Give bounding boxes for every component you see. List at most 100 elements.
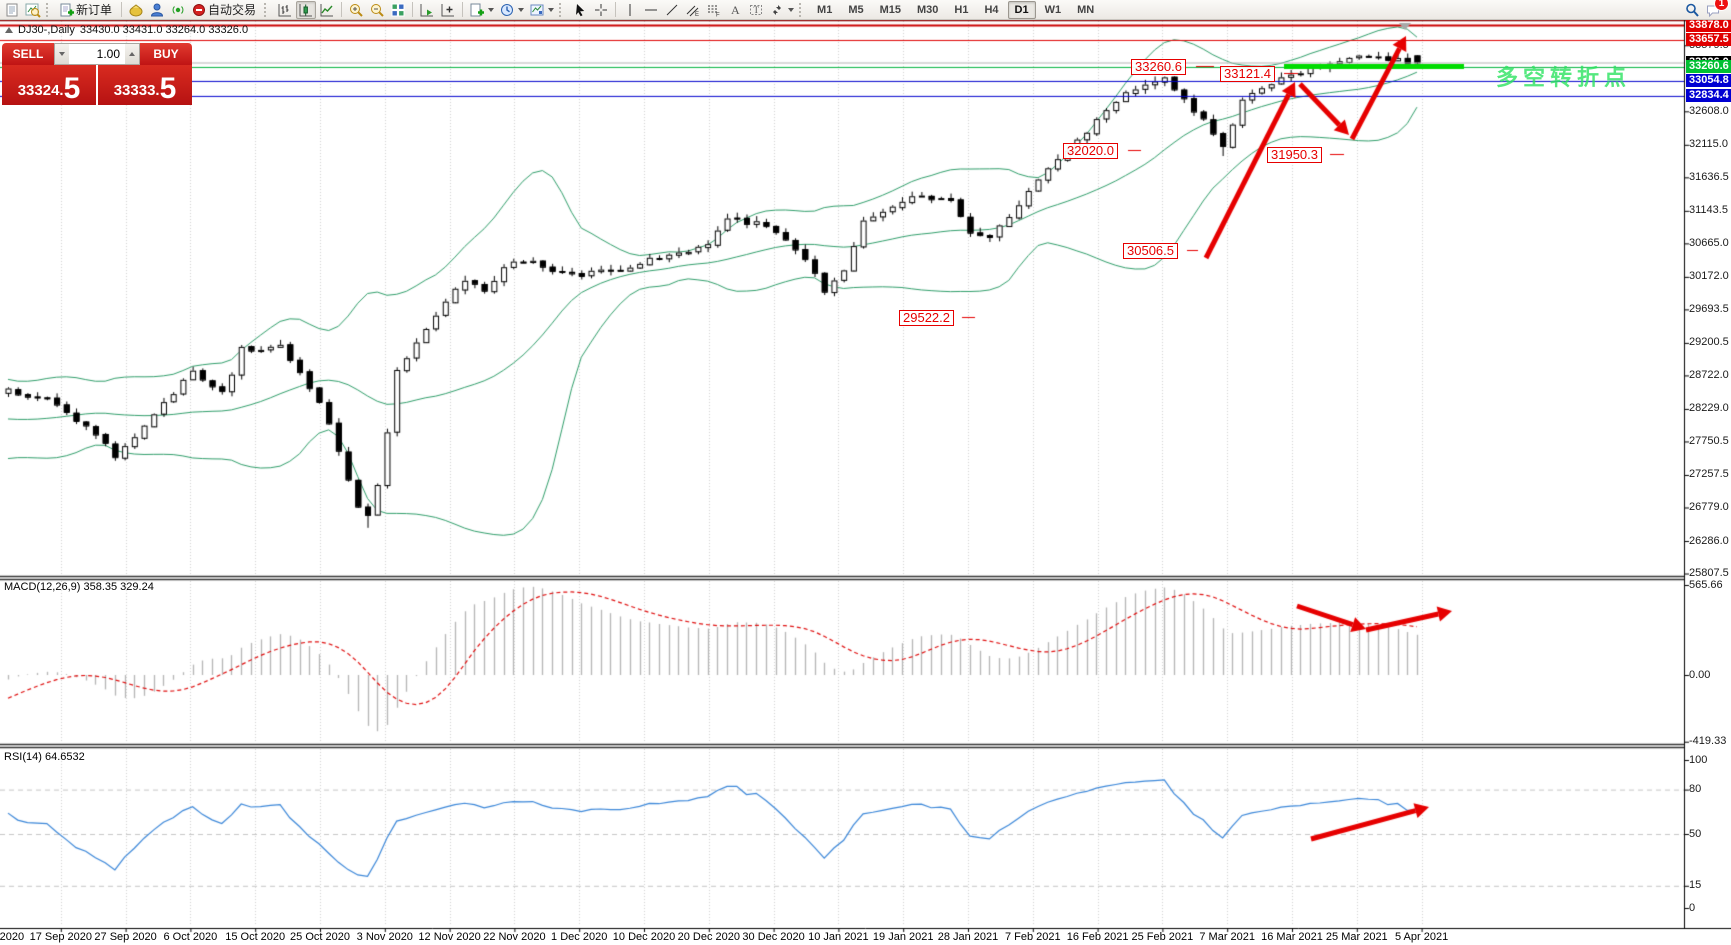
volume-increase-button[interactable]	[125, 44, 139, 64]
chart-shift-icon[interactable]	[438, 1, 458, 19]
market-watch-icon[interactable]	[23, 1, 43, 19]
buy-button[interactable]: BUY	[140, 43, 192, 65]
rsi-label: RSI(14) 64.6532	[4, 751, 85, 763]
notifications-button[interactable]: 1	[1703, 0, 1729, 19]
zoom-in-icon[interactable]	[346, 1, 366, 19]
search-icon[interactable]	[1682, 1, 1702, 19]
crosshair-icon[interactable]	[591, 1, 611, 19]
price-callout-label[interactable]: 33121.4	[1220, 66, 1275, 82]
line-chart-icon[interactable]	[317, 1, 337, 19]
notification-badge[interactable]: 1	[1714, 0, 1729, 11]
rsi-axis-label: 50	[1689, 827, 1702, 840]
new-chart-button[interactable]	[467, 1, 496, 19]
bid-price[interactable]: 33324. 5	[2, 65, 96, 105]
price-callout-label[interactable]: 30506.5	[1123, 243, 1178, 259]
date-tick-label: 16 Feb 2021	[1066, 931, 1129, 943]
timeframe-mn[interactable]: MN	[1077, 3, 1095, 16]
timeframe-w1[interactable]: W1	[1044, 3, 1062, 16]
vertical-line-icon[interactable]	[620, 1, 640, 19]
text-tool-icon[interactable]: A	[725, 1, 745, 19]
spin-down-icon	[59, 52, 65, 56]
window-collapse-icon[interactable]	[5, 27, 13, 33]
rsi-axis-label: 15	[1689, 879, 1702, 892]
equidistant-channel-icon[interactable]: E	[683, 1, 703, 19]
price-tick-label: 26779.0	[1689, 500, 1729, 513]
price-badge: 33054.8	[1686, 74, 1731, 88]
zoom-out-icon[interactable]	[367, 1, 387, 19]
tile-windows-icon[interactable]	[388, 1, 408, 19]
date-tick-label: 22 Nov 2020	[483, 931, 546, 943]
price-callout-label[interactable]: 32020.0	[1063, 143, 1118, 159]
date-tick-label: 25 Feb 2021	[1131, 931, 1194, 943]
new-order-button[interactable]: 新订单	[57, 1, 117, 19]
cursor-icon[interactable]	[570, 1, 590, 19]
volume-input[interactable]: 1.00	[96, 47, 120, 61]
timeframe-m5[interactable]: M5	[848, 3, 864, 16]
arrows-dropdown-caret[interactable]	[788, 7, 795, 12]
news-icon[interactable]	[168, 1, 188, 19]
toolbar: 新订单 自动交易	[0, 0, 1731, 20]
svg-text:E: E	[695, 12, 699, 18]
text-annotation[interactable]: 多空转折点	[1496, 65, 1632, 90]
price-callout-label[interactable]: 29522.2	[899, 310, 954, 326]
templates-dropdown-caret[interactable]	[548, 7, 555, 12]
one-click-trade-panel: SELL 1.00 BUY 33324. 5 33333. 5	[2, 43, 192, 105]
fibonacci-icon[interactable]: F	[704, 1, 724, 19]
rsi-axis-label: 100	[1689, 753, 1708, 766]
macd-axis-label: 565.66	[1689, 578, 1723, 591]
price-tick-label: 28229.0	[1689, 402, 1729, 415]
trendline-icon[interactable]	[662, 1, 682, 19]
timeframe-m1[interactable]: M1	[817, 3, 833, 16]
price-tick-label: 28722.0	[1689, 368, 1729, 381]
svg-text:A: A	[731, 3, 740, 17]
document-icon[interactable]	[2, 1, 22, 19]
price-callout-label[interactable]: 31950.3	[1267, 147, 1322, 163]
date-tick-label: 25 Oct 2020	[290, 931, 350, 943]
date-tick-label: 5 Apr 2021	[1394, 931, 1449, 943]
symbol-label: DJ30-,Daily	[18, 24, 75, 36]
timeframe-m15[interactable]: M15	[879, 3, 901, 16]
ask-price[interactable]: 33333. 5	[98, 65, 192, 105]
date-tick-label: 25 Mar 2021	[1325, 931, 1388, 943]
date-tick-label: 17 Sep 2020	[29, 931, 92, 943]
timeframe-h4[interactable]: H4	[984, 3, 999, 16]
ohlc-values: 33430.0 33431.0 33264.0 33326.0	[79, 24, 249, 36]
bar-chart-icon[interactable]	[275, 1, 295, 19]
svg-text:T: T	[754, 5, 760, 15]
autotrading-button[interactable]: 自动交易	[189, 1, 261, 19]
date-tick-label: 27 Sep 2020	[94, 931, 157, 943]
autotrading-label: 自动交易	[208, 3, 257, 17]
price-tick-label: 25807.5	[1689, 567, 1729, 580]
candlestick-chart-icon[interactable]	[296, 0, 317, 19]
text-label-icon[interactable]: T	[746, 1, 766, 19]
date-tick-label: 1 Dec 2020	[551, 931, 608, 943]
date-tick-label: 20 Dec 2020	[677, 931, 740, 943]
mailbox-icon[interactable]	[126, 1, 146, 19]
rsi-axis-label: 80	[1689, 783, 1702, 796]
price-callout-label[interactable]: 33260.6	[1131, 59, 1186, 75]
auto-scroll-icon[interactable]	[417, 1, 437, 19]
periods-dropdown-caret[interactable]	[518, 7, 525, 12]
support-icon[interactable]	[147, 1, 167, 19]
price-badge: 33878.0	[1686, 18, 1731, 32]
svg-text:F: F	[716, 12, 720, 18]
macd-label: MACD(12,26,9) 358.35 329.24	[4, 581, 154, 593]
volume-decrease-button[interactable]	[55, 44, 69, 64]
periods-button[interactable]	[497, 1, 526, 19]
arrows-tool-button[interactable]	[767, 1, 796, 19]
templates-button[interactable]	[527, 1, 556, 19]
date-tick-label: 3 Nov 2020	[356, 931, 413, 943]
price-tick-label: 30172.0	[1689, 270, 1729, 283]
timeframe-h1[interactable]: H1	[954, 3, 969, 16]
horizontal-line-icon[interactable]	[641, 1, 661, 19]
price-tick-label: 31143.5	[1689, 204, 1728, 217]
new-chart-dropdown-caret[interactable]	[488, 7, 495, 12]
timeframe-d1[interactable]: D1	[1007, 0, 1036, 19]
volume-control: 1.00	[54, 43, 140, 65]
price-badge: 32834.4	[1686, 89, 1731, 103]
sell-button[interactable]: SELL	[2, 43, 54, 65]
timeframe-m30[interactable]: M30	[917, 3, 939, 16]
price-tick-label: 31636.5	[1689, 170, 1729, 183]
